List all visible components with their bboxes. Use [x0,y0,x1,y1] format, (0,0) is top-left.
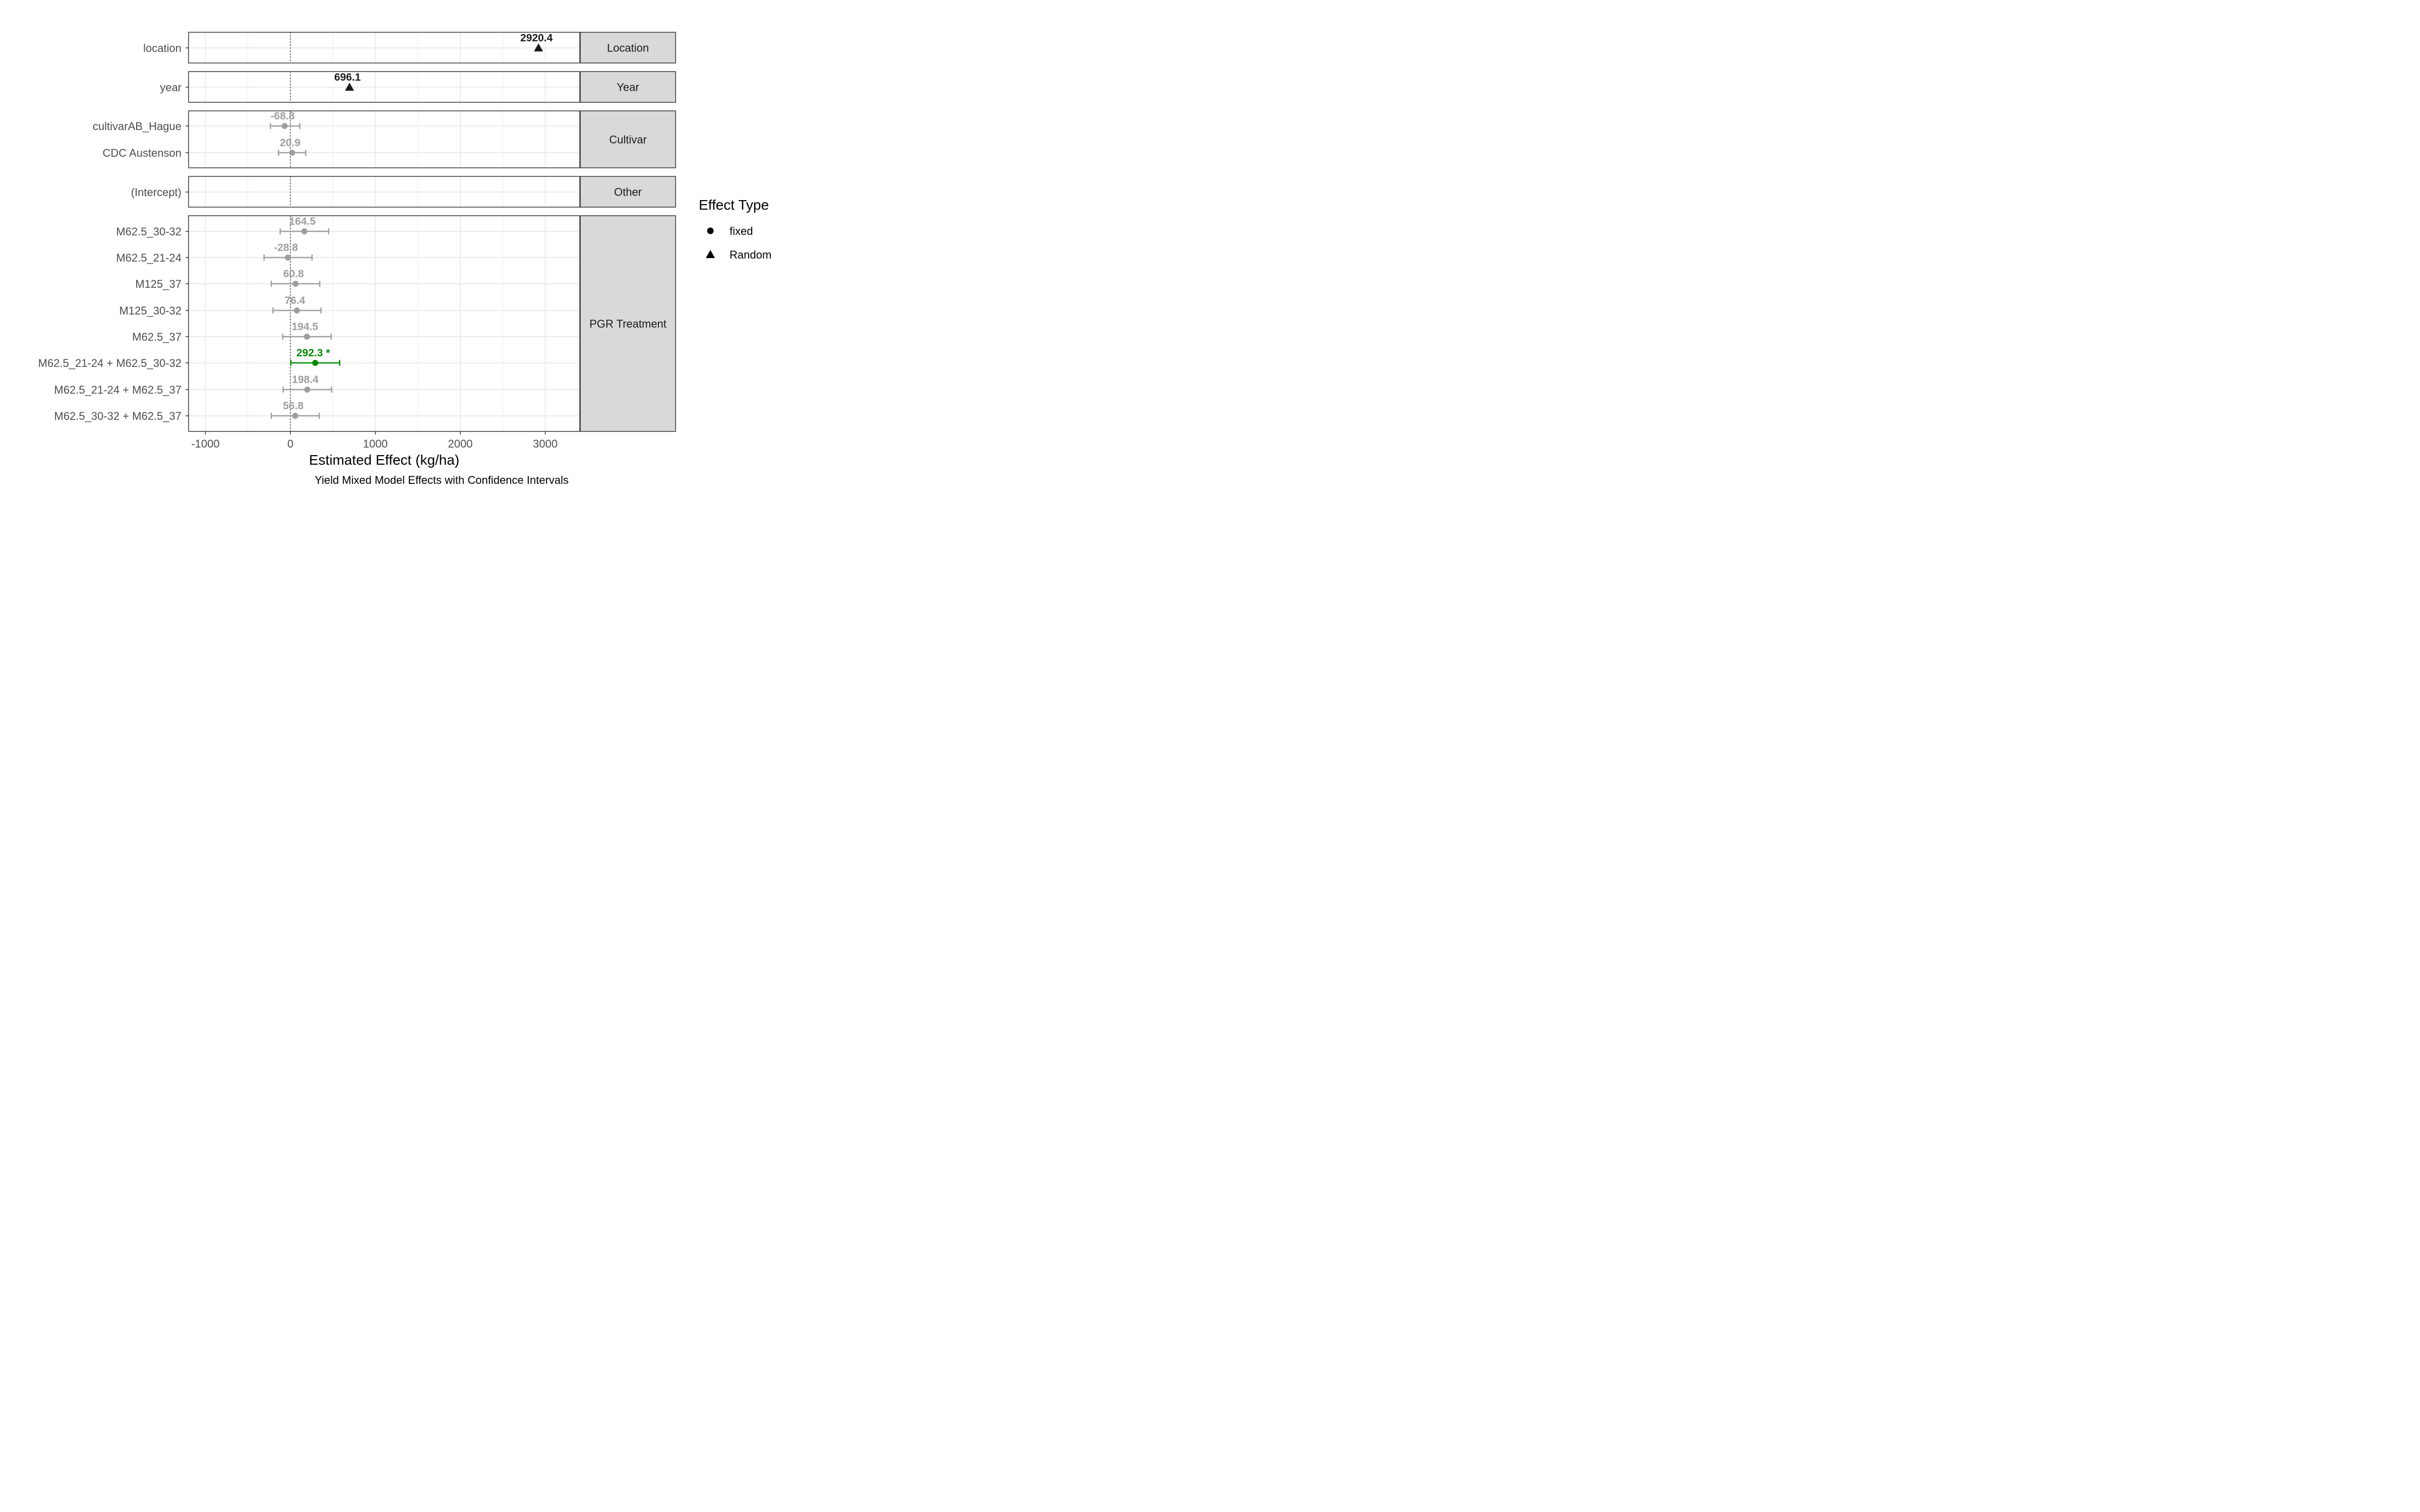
y-tick-label: M125_30-32 [119,304,182,317]
y-tick-label: cultivarAB_Hague [93,120,182,133]
facet-strip-label: PGR Treatment [589,318,667,330]
x-tick-label: 3000 [533,437,558,450]
fixed-effect-point [292,413,298,419]
value-label: 60.8 [283,268,304,280]
x-tick-label: 2000 [448,437,473,450]
x-axis-title: Estimated Effect (kg/ha) [309,452,459,468]
facet-strip [580,71,676,103]
coefficient-plot: location 2920.4 Location year 696.1 Year culti… [0,0,782,489]
y-tick-label: location [143,42,182,54]
y-tick-label: year [160,81,182,94]
random-effect-point [345,83,354,91]
facet-panel-1: year 696.1 Year [160,71,676,103]
facet-strip-label: Other [614,186,642,199]
random-effect-point [534,43,543,51]
facet-strip-label: Location [607,42,649,54]
value-label: -68.8 [270,110,294,122]
legend-title: Effect Type [699,197,769,213]
chart-svg: location 2920.4 Location year 696.1 Year culti… [38,32,771,486]
fixed-effect-point [312,360,319,366]
fixed-effect-point [293,307,300,313]
value-label: 56.8 [283,400,304,412]
panel-border [188,32,580,64]
value-label: 2920.4 [520,32,553,44]
fixed-effect-point [304,334,310,340]
facet-panel-2: cultivarAB_Hague -68.8 CDC Austenson 20.9 Cu… [93,110,676,168]
facet-panel-0: location 2920.4 Location [143,32,676,64]
facet-strip-label: Cultivar [609,134,647,146]
fixed-effect-point [301,228,308,234]
chart-caption: Yield Mixed Model Effects with Confidenc… [315,474,569,486]
y-tick-label: M62.5_21-24 [116,251,182,264]
panel-background [189,111,580,168]
panel-border [188,71,580,103]
legend-circle-key [707,227,714,234]
facet-strip-label: Year [617,81,639,94]
facet-panel-3: (Intercept) Other [131,176,676,208]
value-label: 20.9 [280,137,300,149]
y-tick-label: M62.5_37 [132,331,182,343]
legend-triangle-key [706,250,715,258]
facet-strip [580,176,676,208]
y-tick-label: M62.5_21-24 + M62.5_30-32 [38,357,182,369]
panel-background [189,216,580,431]
x-tick-label: 1000 [363,437,388,450]
x-tick-label: 0 [287,437,293,450]
fixed-effect-point [289,150,295,156]
facet-strip [580,32,676,64]
fixed-effect-point [292,281,299,287]
facet-panel-4: M62.5_30-32 164.5 M62.5_21-24 -28.8 M125_37 6… [38,215,676,432]
y-tick-label: M125_37 [135,278,182,290]
y-tick-label: M62.5_30-32 + M62.5_37 [54,410,182,422]
value-label: 76.4 [284,295,305,306]
value-label: 198.4 [292,374,319,386]
legend-label: Random [730,248,771,261]
fixed-effect-point [304,387,311,393]
value-label: -28.8 [274,242,298,254]
legend: Effect Type fixed Random [699,197,771,261]
value-label: 696.1 [334,72,361,83]
panel-border [188,110,580,168]
value-label: 292.3 * [296,347,330,359]
facet-strip [580,110,676,168]
y-tick-label: (Intercept) [131,186,182,199]
value-label: 194.5 [291,321,318,333]
x-tick-label: -1000 [191,437,219,450]
panel-border [188,176,580,208]
y-tick-label: CDC Austenson [102,147,182,159]
panel-border [188,215,580,432]
fixed-effect-point [285,255,291,261]
y-tick-label: M62.5_21-24 + M62.5_37 [54,384,182,396]
legend-label: fixed [730,225,753,237]
fixed-effect-point [281,123,288,129]
facet-strip [580,215,676,432]
value-label: 164.5 [289,216,316,227]
y-tick-label: M62.5_30-32 [116,225,182,238]
